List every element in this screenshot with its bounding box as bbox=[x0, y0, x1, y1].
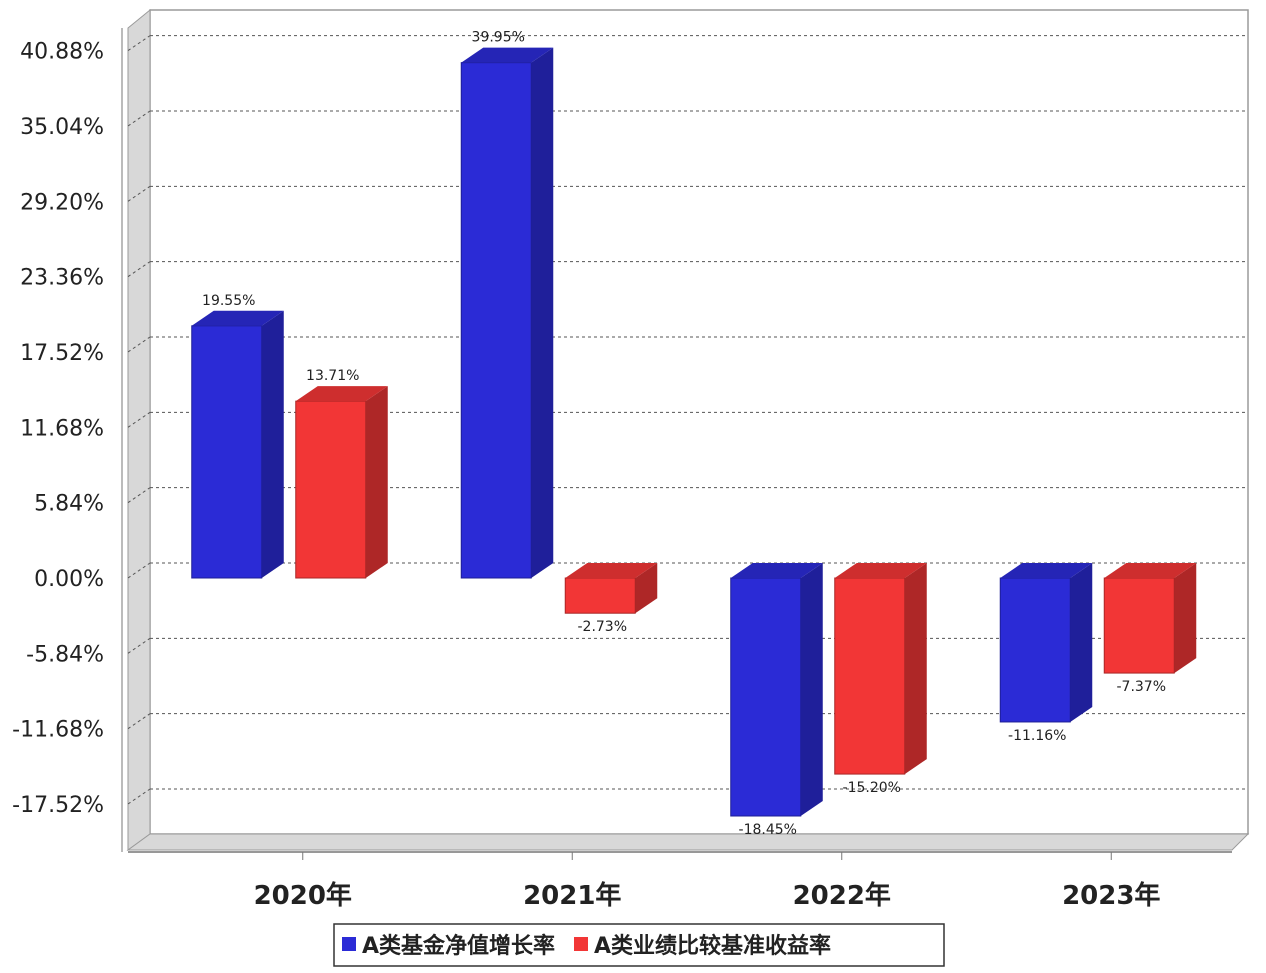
x-axis-categories: 2020年 2021年 2022年 2023年 bbox=[254, 852, 1160, 911]
gridline-side bbox=[127, 411, 151, 428]
bar-side bbox=[365, 386, 388, 578]
floor bbox=[126, 833, 1250, 851]
gridline-side bbox=[127, 110, 151, 127]
data-label: -15.20% bbox=[843, 780, 901, 796]
bar-top bbox=[1000, 563, 1093, 578]
legend-entry: A类基金净值增长率 bbox=[362, 933, 555, 959]
gridline-side bbox=[127, 562, 151, 579]
data-label: 13.71% bbox=[306, 368, 359, 384]
bar-top bbox=[1104, 563, 1197, 578]
bar-fund bbox=[191, 325, 263, 579]
bar-benchmark bbox=[1103, 577, 1175, 674]
y-tick-label: 11.68% bbox=[20, 416, 104, 441]
x-category-label: 2020年 bbox=[254, 880, 352, 911]
bar-fund bbox=[999, 577, 1071, 723]
bar-top bbox=[565, 563, 658, 578]
bar-benchmark bbox=[564, 577, 636, 614]
data-label: -2.73% bbox=[577, 619, 627, 635]
gridline-side bbox=[127, 185, 151, 202]
bars bbox=[191, 47, 1197, 817]
bar-benchmark bbox=[834, 577, 906, 775]
bar-fund bbox=[460, 62, 532, 579]
bar-top bbox=[191, 310, 284, 326]
bar-side bbox=[635, 563, 658, 614]
data-label: -11.16% bbox=[1008, 728, 1066, 744]
legend: A类基金净值增长率 A类业绩比较基准收益率 bbox=[333, 923, 945, 967]
data-label: -7.37% bbox=[1116, 679, 1166, 695]
y-tick-label: -17.52% bbox=[12, 793, 104, 818]
bar-top bbox=[730, 563, 823, 578]
data-label: 19.55% bbox=[202, 293, 255, 309]
left-wall bbox=[127, 8, 151, 851]
bar-top bbox=[295, 386, 388, 402]
y-tick-label: 29.20% bbox=[20, 190, 104, 215]
gridline-side bbox=[127, 788, 151, 805]
x-category-label: 2023年 bbox=[1062, 880, 1160, 911]
bar-side bbox=[1070, 563, 1093, 722]
x-category-label: 2022年 bbox=[793, 880, 891, 911]
gridline-side bbox=[127, 336, 151, 353]
legend-box bbox=[333, 923, 945, 967]
gridline-side bbox=[127, 35, 151, 52]
data-labels: 19.55% 13.71% 39.95% -2.73% -18.45% -15.20% -1… bbox=[202, 30, 1166, 838]
y-tick-label: -11.68% bbox=[12, 718, 104, 743]
bar-side bbox=[1174, 563, 1197, 674]
bar-side bbox=[904, 563, 927, 775]
bar-top bbox=[461, 47, 554, 63]
gridline-side bbox=[127, 637, 151, 654]
y-tick-label: 23.36% bbox=[20, 266, 104, 291]
data-label: -18.45% bbox=[739, 822, 797, 838]
y-axis-ticks: 40.88% 35.04% 29.20% 23.36% 17.52% 11.68% 5.84… bbox=[12, 40, 104, 818]
bar-side bbox=[531, 47, 554, 578]
bar-top bbox=[834, 563, 927, 578]
y-tick-label: 40.88% bbox=[20, 40, 104, 65]
legend-swatch bbox=[342, 937, 356, 951]
legend-swatch bbox=[574, 937, 588, 951]
y-tick-label: 5.84% bbox=[34, 492, 104, 517]
gridline-side bbox=[127, 261, 151, 278]
bar-side bbox=[800, 563, 823, 817]
legend-entry: A类业绩比较基准收益率 bbox=[594, 933, 831, 959]
y-tick-label: 0.00% bbox=[34, 567, 104, 592]
y-tick-label: 17.52% bbox=[20, 341, 104, 366]
chart-frame bbox=[121, 8, 1250, 853]
x-category-label: 2021年 bbox=[523, 880, 621, 911]
gridline-side bbox=[127, 487, 151, 504]
y-tick-label: -5.84% bbox=[26, 642, 104, 667]
bar-fund bbox=[730, 577, 802, 817]
data-label: 39.95% bbox=[472, 30, 525, 46]
y-tick-label: 35.04% bbox=[20, 115, 104, 140]
bar-benchmark bbox=[295, 400, 367, 579]
gridline-side bbox=[127, 713, 151, 730]
bar-side bbox=[261, 310, 284, 578]
